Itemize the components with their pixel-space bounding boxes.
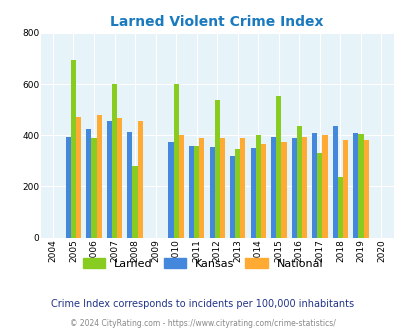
Bar: [250, 148, 255, 238]
Bar: [271, 137, 275, 238]
Bar: [311, 133, 317, 238]
Text: © 2024 CityRating.com - https://www.cityrating.com/crime-statistics/: © 2024 CityRating.com - https://www.city…: [70, 319, 335, 328]
Bar: [358, 134, 362, 238]
Bar: [178, 135, 183, 238]
Bar: [234, 149, 240, 238]
Bar: [66, 137, 71, 238]
Bar: [352, 133, 358, 238]
Bar: [112, 84, 117, 238]
Legend: Larned, Kansas, National: Larned, Kansas, National: [78, 254, 327, 273]
Bar: [86, 129, 91, 238]
Bar: [322, 135, 327, 238]
Text: Crime Index corresponds to incidents per 100,000 inhabitants: Crime Index corresponds to incidents per…: [51, 299, 354, 309]
Bar: [132, 166, 137, 238]
Bar: [255, 135, 260, 238]
Bar: [317, 153, 322, 238]
Bar: [260, 144, 265, 238]
Bar: [337, 177, 342, 238]
Bar: [71, 60, 76, 238]
Bar: [96, 115, 101, 238]
Bar: [230, 156, 234, 238]
Bar: [76, 117, 81, 238]
Bar: [275, 96, 281, 238]
Bar: [188, 146, 194, 238]
Bar: [209, 147, 214, 238]
Bar: [117, 118, 122, 238]
Bar: [168, 143, 173, 238]
Bar: [214, 100, 219, 238]
Bar: [301, 137, 306, 238]
Bar: [194, 146, 199, 238]
Bar: [199, 138, 204, 238]
Bar: [296, 126, 301, 238]
Bar: [291, 138, 296, 238]
Bar: [137, 121, 143, 238]
Bar: [332, 126, 337, 238]
Bar: [173, 84, 178, 238]
Bar: [281, 142, 286, 238]
Bar: [362, 141, 368, 238]
Bar: [107, 121, 112, 238]
Bar: [342, 140, 347, 238]
Bar: [127, 132, 132, 238]
Bar: [91, 138, 96, 238]
Bar: [219, 138, 224, 238]
Bar: [240, 138, 245, 238]
Title: Larned Violent Crime Index: Larned Violent Crime Index: [110, 15, 323, 29]
